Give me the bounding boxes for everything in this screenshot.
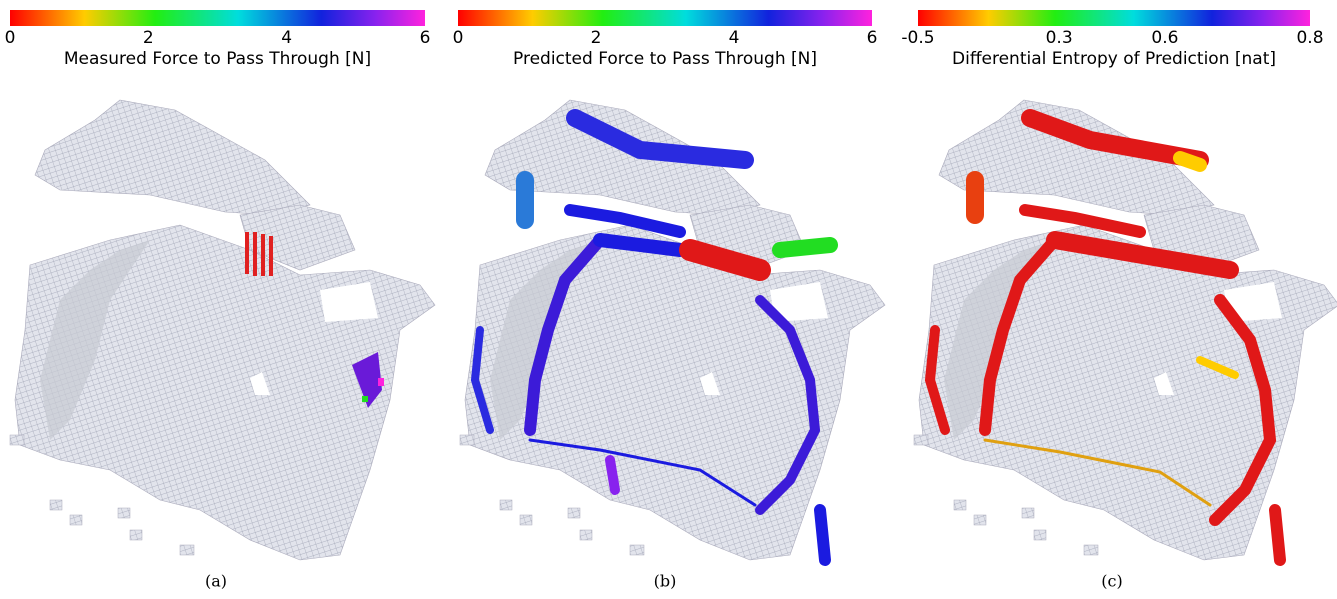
caption: (b): [654, 572, 677, 591]
colorbar-tick-label: 0.3: [1046, 28, 1073, 48]
panel-a-map: [10, 100, 435, 560]
colorbar-tick-label: 0.8: [1296, 28, 1323, 48]
colorbar-tick-label: 6: [420, 28, 431, 48]
colorbar-label: Differential Entropy of Prediction [nat]: [952, 49, 1276, 69]
colorbar-tick-label: 4: [729, 28, 740, 48]
colorbar-tick-label: 0: [453, 28, 464, 48]
figure: 0 2 4 6 Measured Force to Pass Through [N] (a…: [0, 0, 1337, 599]
colorbar-label: Predicted Force to Pass Through [N]: [513, 49, 817, 69]
panel-c-map: [914, 100, 1337, 560]
caption: (a): [205, 572, 227, 591]
colorbar-tick-label: 0: [5, 28, 16, 48]
colorbar-tick-label: 2: [143, 28, 154, 48]
colorbar-tick-label: 0.6: [1151, 28, 1178, 48]
colorbar-tick-label: 6: [867, 28, 878, 48]
colorbar-tick-label: 2: [591, 28, 602, 48]
colorbar-tick-label: 4: [281, 28, 292, 48]
panel-b-map: [460, 100, 885, 560]
colorbar-label: Measured Force to Pass Through [N]: [64, 49, 371, 69]
colorbar: [458, 10, 872, 26]
colorbar-tick-label: -0.5: [901, 28, 934, 48]
colorbar: [10, 10, 425, 26]
caption: (c): [1101, 572, 1122, 591]
colorbar: [918, 10, 1310, 26]
